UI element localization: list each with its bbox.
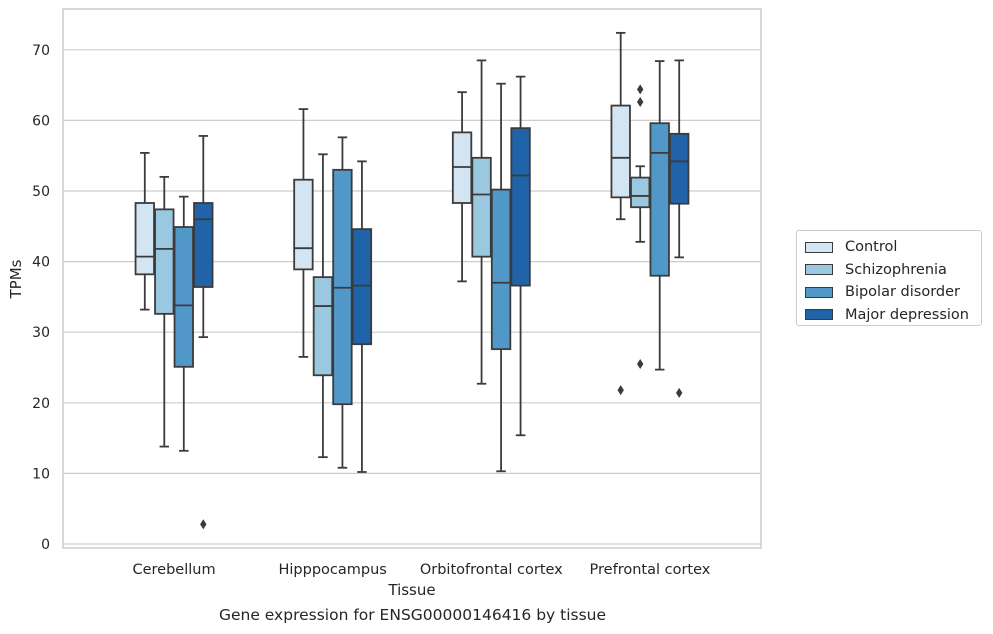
outlier-point: [617, 385, 624, 396]
box: [649, 122, 670, 277]
y-tick-label: 40: [32, 255, 50, 271]
box: [490, 188, 512, 351]
box-group: [510, 75, 531, 437]
legend-label: Bipolar disorder: [845, 284, 960, 301]
x-axis: Cerebellum Hipppocampus Orbitofrontal cort…: [132, 562, 710, 578]
box: [312, 276, 334, 377]
legend-label: Control: [845, 239, 898, 256]
x-tick-label: Prefrontal cortex: [590, 562, 711, 578]
box-group: [649, 60, 670, 371]
box-group: [471, 59, 492, 385]
box-group: [332, 136, 353, 469]
box-group: [490, 82, 512, 473]
box: [610, 104, 631, 199]
box: [630, 176, 651, 209]
box-group: [293, 108, 314, 358]
box-group: [173, 195, 194, 452]
x-axis-label: Tissue: [387, 581, 435, 599]
legend-label: Schizophrenia: [845, 261, 947, 278]
y-axis-label: TPMs: [7, 259, 25, 299]
y-tick-label: 10: [32, 466, 50, 482]
box-group: [610, 31, 631, 396]
box-group: [630, 84, 651, 369]
box: [193, 202, 214, 288]
figure-caption: Gene expression for ENSG00000146416 by t…: [218, 606, 607, 624]
legend-item: Major depression: [805, 304, 981, 327]
x-tick-label: Hipppocampus: [279, 562, 387, 578]
x-tick-label: Orbitofrontal cortex: [420, 562, 563, 578]
legend: Control Schizophrenia Bipolar disorder M…: [796, 230, 982, 326]
legend-item: Control: [805, 236, 981, 259]
box-group: [154, 175, 175, 448]
y-tick-label: 20: [32, 396, 50, 412]
box: [669, 132, 690, 205]
x-tick-label: Cerebellum: [132, 562, 215, 578]
outlier-point: [200, 519, 207, 530]
legend-swatch: [805, 286, 833, 298]
box: [154, 208, 175, 315]
box: [293, 178, 314, 271]
box-group: [193, 135, 214, 530]
y-tick-label: 70: [32, 43, 50, 59]
y-axis: 0 10 20 30 40 50 60 70: [32, 43, 50, 553]
outlier-point: [637, 97, 644, 108]
box: [173, 226, 194, 368]
legend-swatch: [805, 241, 833, 253]
legend-item: Bipolar disorder: [805, 281, 981, 304]
legend-label: Major depression: [845, 306, 969, 323]
box-group: [312, 153, 334, 459]
box: [471, 156, 492, 258]
box-group: [134, 151, 155, 311]
box: [134, 202, 155, 276]
y-tick-label: 50: [32, 184, 50, 200]
plot-frame: [62, 8, 762, 549]
box-group: [669, 59, 690, 398]
y-tick-label: 30: [32, 325, 50, 341]
box: [351, 228, 373, 346]
y-tick-label: 0: [41, 537, 50, 553]
legend-swatch: [805, 264, 833, 276]
box: [510, 127, 531, 287]
box-series: [134, 31, 690, 530]
outlier-point: [676, 387, 683, 398]
box-group: [451, 91, 473, 283]
outlier-point: [637, 84, 644, 95]
legend-swatch: [805, 309, 833, 321]
y-tick-label: 60: [32, 113, 50, 129]
outlier-point: [637, 358, 644, 369]
legend-item: Schizophrenia: [805, 259, 981, 282]
box-group: [351, 160, 373, 473]
